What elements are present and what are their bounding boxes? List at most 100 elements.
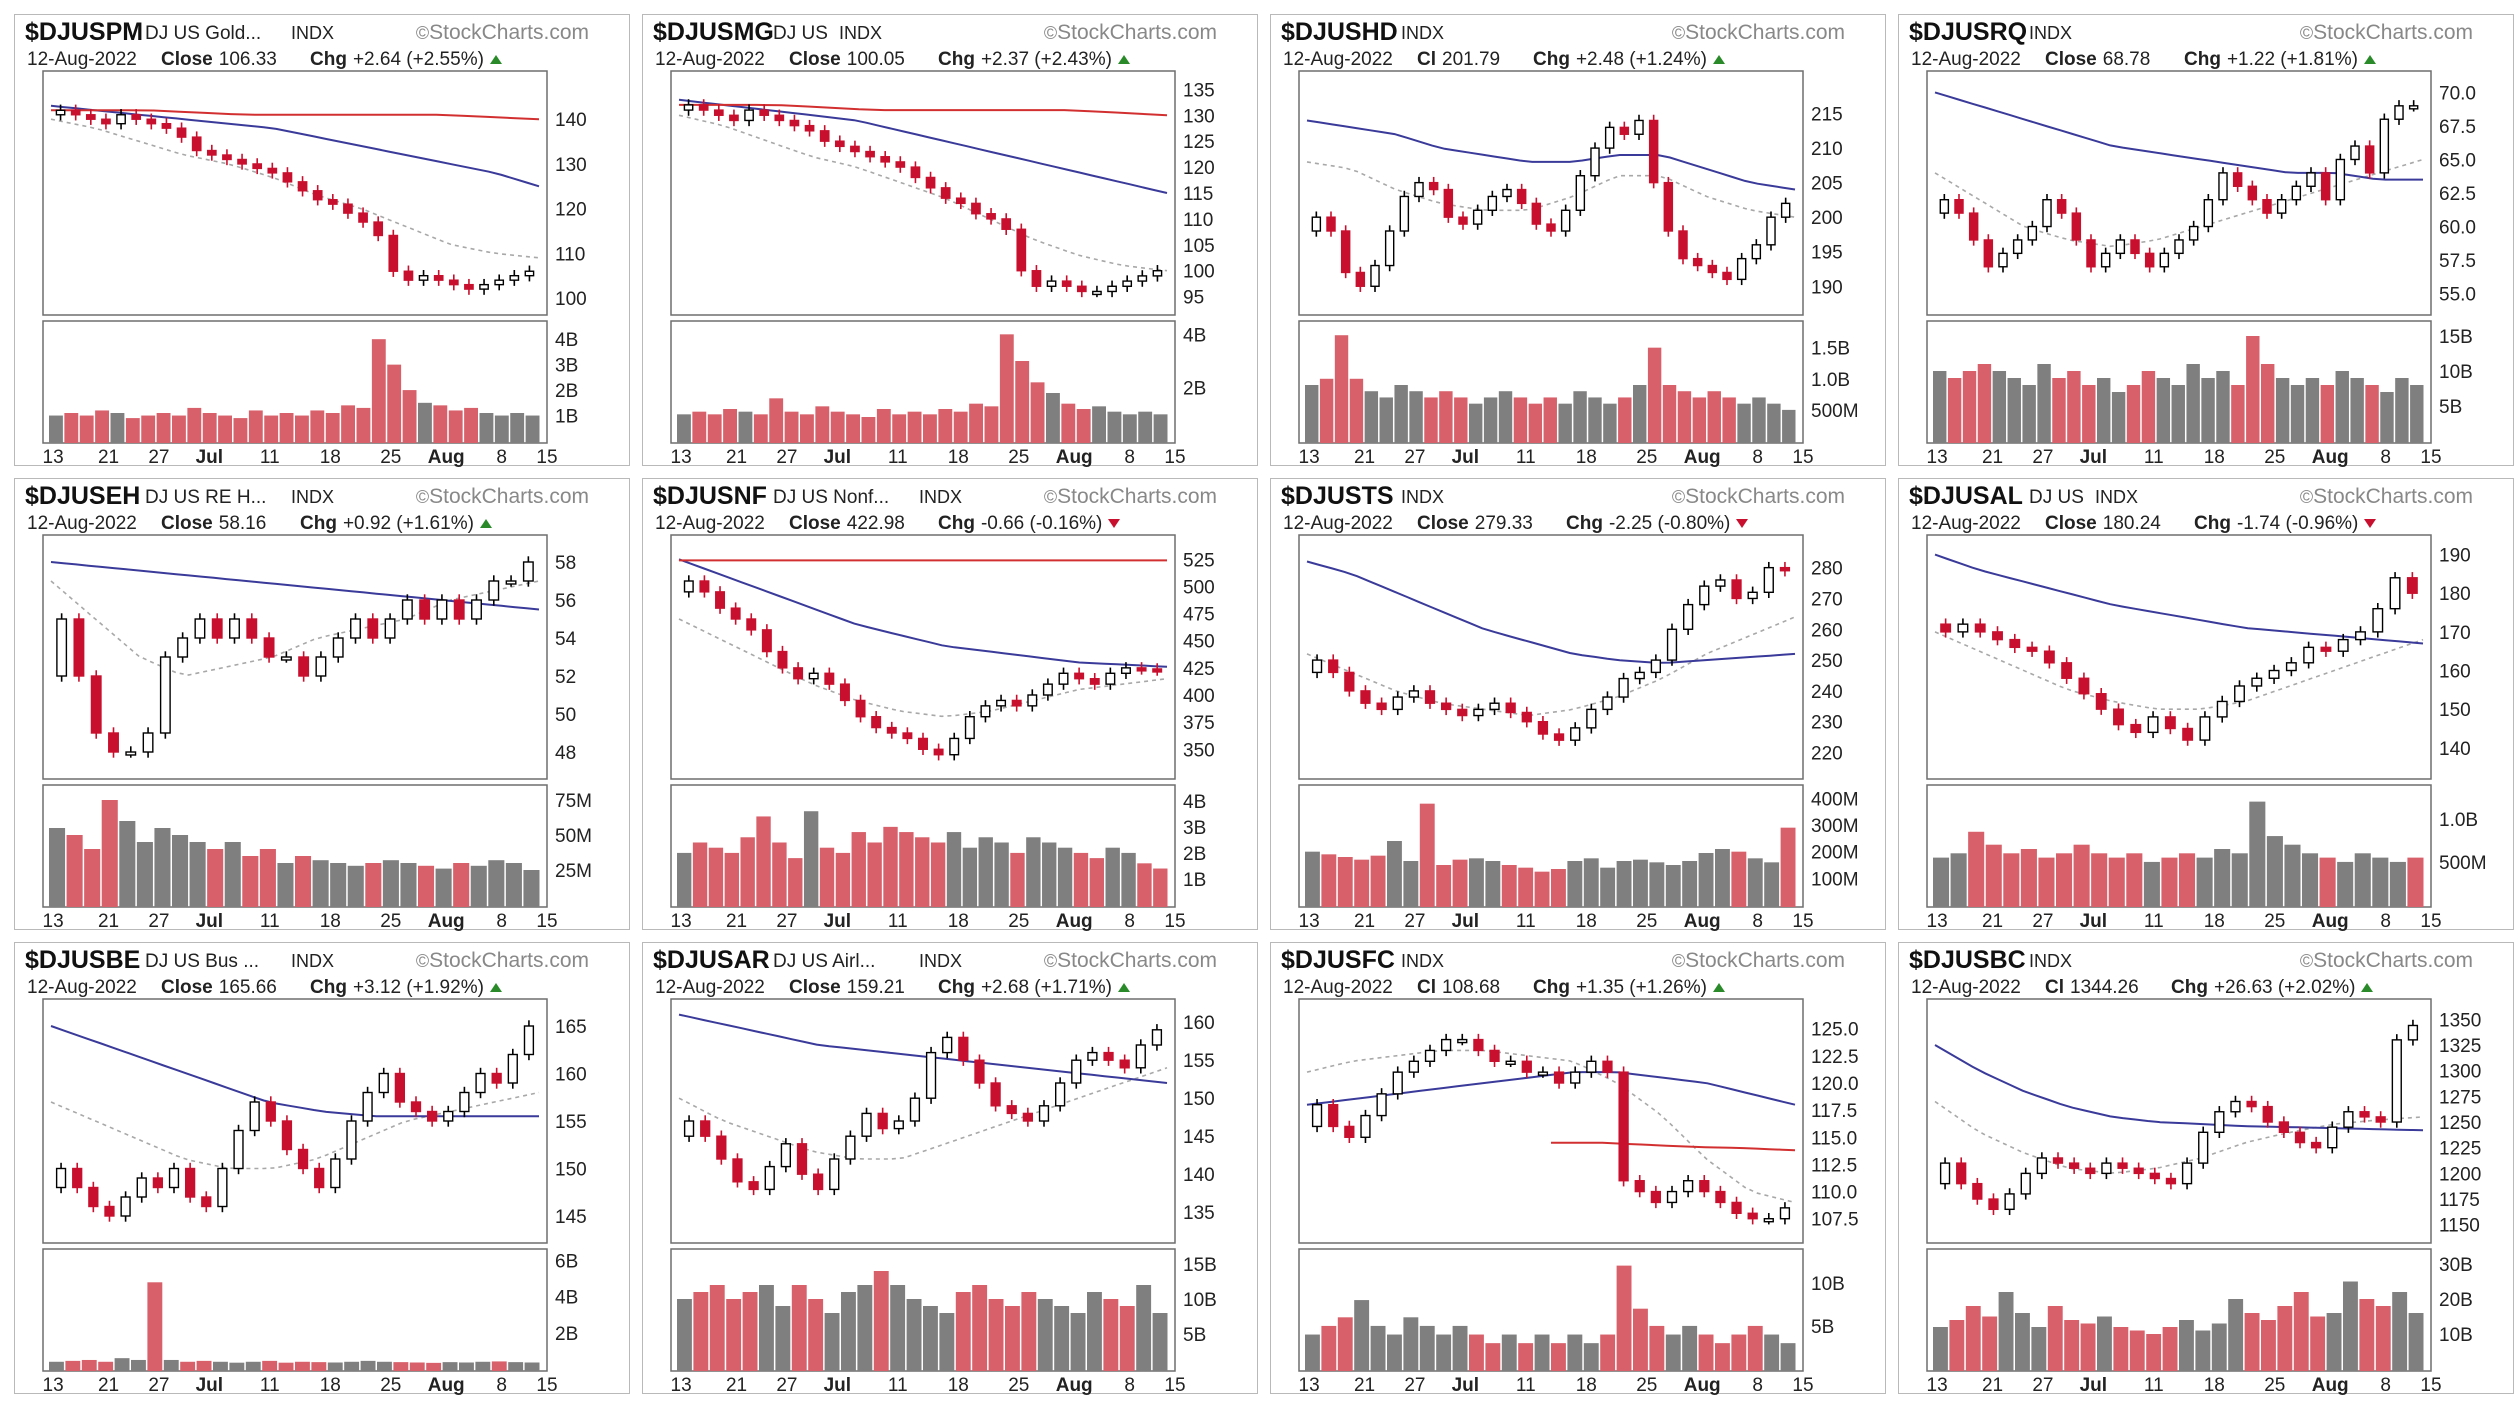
candle bbox=[845, 1130, 856, 1165]
ma-short-line bbox=[678, 618, 1168, 718]
volume-bar bbox=[229, 1362, 245, 1371]
volume-bar bbox=[815, 406, 830, 443]
x-tick-label: 13 bbox=[1299, 447, 1320, 467]
chart-panel-djusfc[interactable]: $DJUSFC INDX ©StockCharts.com 12-Aug-2022 Cl… bbox=[1270, 942, 1886, 1395]
close-label: Close bbox=[1417, 513, 1469, 534]
price-tick-label: 48 bbox=[555, 743, 576, 764]
candle bbox=[1122, 275, 1133, 292]
x-tick-label: 11 bbox=[888, 1375, 908, 1395]
watermark: ©StockCharts.com bbox=[416, 485, 589, 509]
volume-bar bbox=[2007, 378, 2021, 443]
chart-panel-djuspm[interactable]: $DJUSPM DJ US Gold... INDX ©StockCharts.com… bbox=[14, 14, 630, 467]
candle bbox=[2130, 718, 2142, 739]
price-tick-label: 67.5 bbox=[2439, 117, 2476, 138]
volume-bar bbox=[2244, 1313, 2260, 1371]
chart-panel-djushd[interactable]: $DJUSHD INDX ©StockCharts.com 12-Aug-2022 Cl… bbox=[1270, 14, 1886, 467]
up-arrow-icon bbox=[1117, 983, 1130, 993]
chart-panel-djusmg[interactable]: $DJUSMG DJ US INDX ©StockCharts.com 12-Aug-2… bbox=[642, 14, 1258, 467]
volume-tick-label: 300M bbox=[1811, 816, 1859, 837]
volume-bar bbox=[2275, 378, 2290, 443]
volume-bar bbox=[1998, 1292, 2014, 1371]
candle bbox=[1650, 1185, 1662, 1209]
candle bbox=[1650, 654, 1662, 679]
volume-bar bbox=[1600, 1334, 1616, 1371]
candle bbox=[1355, 266, 1366, 292]
price-tick-label: 130 bbox=[555, 155, 587, 176]
volume-bar bbox=[1616, 1265, 1632, 1371]
candle bbox=[1440, 697, 1452, 716]
chart-name: DJ US bbox=[2029, 487, 2084, 508]
candle bbox=[1360, 1109, 1371, 1143]
candle bbox=[1634, 1175, 1645, 1198]
volume-bar bbox=[154, 828, 171, 907]
volume-bar bbox=[1647, 347, 1662, 443]
x-tick-label: Aug bbox=[1056, 447, 1093, 467]
x-tick-label: 13 bbox=[1299, 911, 1320, 931]
chart-panel-djusnf[interactable]: $DJUSNF DJ US Nonf... INDX ©StockCharts.com… bbox=[642, 478, 1258, 931]
candle bbox=[426, 1105, 438, 1127]
x-tick-label: Aug bbox=[428, 1375, 465, 1395]
volume-bar bbox=[393, 1362, 409, 1371]
volume-tick-label: 15B bbox=[2439, 327, 2473, 348]
volume-bar bbox=[218, 415, 232, 443]
volume-bar bbox=[278, 1362, 294, 1371]
chart-panel-djusar[interactable]: $DJUSAR DJ US Airl... INDX ©StockCharts.com… bbox=[642, 942, 1258, 1395]
candle bbox=[1103, 1046, 1114, 1066]
candle bbox=[1042, 678, 1053, 701]
volume-bar bbox=[1551, 1343, 1566, 1371]
chart-symbol: $DJUSMG bbox=[653, 18, 774, 46]
x-tick-label: 8 bbox=[1752, 1375, 1763, 1395]
candle bbox=[880, 151, 891, 168]
chart-panel-djusrq[interactable]: $DJUSRQ INDX ©StockCharts.com 12-Aug-2022 Cl… bbox=[1898, 14, 2514, 467]
chart-panel-djuseh[interactable]: $DJUSEH DJ US RE H... INDX ©StockCharts.com… bbox=[14, 478, 630, 931]
candle bbox=[2027, 220, 2038, 246]
candle bbox=[55, 104, 66, 121]
volume-bar bbox=[892, 414, 907, 443]
candle bbox=[1058, 667, 1069, 690]
volume-bar bbox=[1722, 397, 1736, 443]
volume-bar bbox=[1370, 855, 1386, 907]
candle bbox=[1570, 1066, 1581, 1089]
candle bbox=[1699, 1175, 1710, 1198]
chart-header: $DJUSAL DJ US INDX ©StockCharts.com 12-Aug-2… bbox=[1899, 479, 2513, 534]
candle bbox=[315, 651, 327, 682]
change-label: Chg bbox=[1533, 49, 1570, 70]
copyright-icon: © bbox=[2299, 951, 2314, 971]
price-tick-label: 400 bbox=[1183, 686, 1215, 707]
x-tick-label: 21 bbox=[1982, 911, 2003, 931]
volume-tick-label: 5B bbox=[1183, 1325, 1206, 1346]
candle bbox=[1087, 1046, 1098, 1066]
volume-bar bbox=[1319, 378, 1334, 443]
volume-tick-label: 4B bbox=[1183, 792, 1206, 813]
candle bbox=[1344, 666, 1355, 697]
price-tick-label: 1225 bbox=[2439, 1139, 2481, 1160]
ma-short-line bbox=[50, 580, 540, 676]
volume-bar bbox=[49, 415, 63, 443]
x-tick-label: 15 bbox=[2420, 911, 2441, 931]
volume-bar bbox=[984, 406, 999, 443]
volume-bar bbox=[724, 852, 739, 907]
candle bbox=[2199, 711, 2211, 746]
close-number: 159.21 bbox=[846, 977, 905, 998]
chart-panel-djusal[interactable]: $DJUSAL DJ US INDX ©StockCharts.com 12-Aug-2… bbox=[1898, 478, 2514, 931]
candle bbox=[419, 594, 431, 625]
candle bbox=[1135, 1039, 1146, 1074]
candle bbox=[824, 667, 835, 690]
candle bbox=[120, 1191, 131, 1222]
price-tick-label: 57.5 bbox=[2439, 251, 2476, 272]
chart-header: $DJUSBC INDX ©StockCharts.com 12-Aug-2022 Cl… bbox=[1899, 943, 2513, 998]
chart-panel-djusbc[interactable]: $DJUSBC INDX ©StockCharts.com 12-Aug-2022 Cl… bbox=[1898, 942, 2514, 1395]
volume-bar bbox=[1633, 385, 1647, 443]
chart-panel-djusbe[interactable]: $DJUSBE DJ US Bus ... INDX ©StockCharts.com… bbox=[14, 942, 630, 1395]
x-tick-label: 18 bbox=[2204, 1375, 2225, 1395]
candle bbox=[2009, 633, 2021, 654]
candle bbox=[1968, 207, 1979, 246]
candle bbox=[893, 1115, 904, 1135]
x-tick-label: 8 bbox=[1124, 1375, 1135, 1395]
volume-bar bbox=[784, 411, 799, 443]
change-label: Chg bbox=[300, 513, 337, 534]
candle bbox=[263, 632, 275, 663]
volume-bar bbox=[1103, 1299, 1119, 1371]
chart-panel-djusts[interactable]: $DJUSTS INDX ©StockCharts.com 12-Aug-2022 Cl… bbox=[1270, 478, 1886, 931]
volume-tick-label: 1B bbox=[1183, 870, 1206, 891]
